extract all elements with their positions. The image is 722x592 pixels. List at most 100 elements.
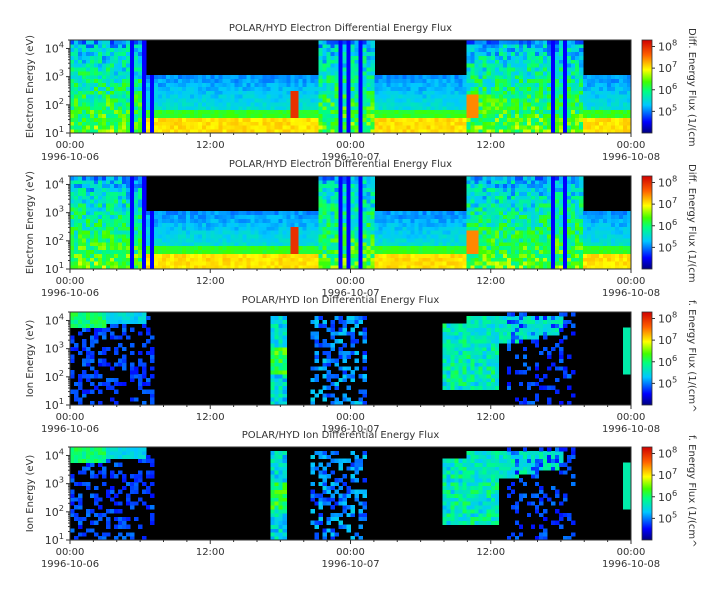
spectrogram-cell xyxy=(438,102,444,107)
spectrogram-cell xyxy=(610,125,616,130)
spectrogram-cell xyxy=(474,245,480,251)
spectrogram-cell xyxy=(274,94,279,99)
spectrogram-cell xyxy=(90,109,95,115)
spectrogram-cell xyxy=(418,210,424,216)
spectrogram-cell xyxy=(150,82,155,87)
spectrogram-cell xyxy=(114,71,119,76)
spectrogram-cell xyxy=(226,121,231,126)
spectrogram-cell xyxy=(426,78,432,84)
spectrogram-cell xyxy=(118,59,123,64)
spectrogram-cell xyxy=(530,234,536,239)
spectrogram-cell xyxy=(578,51,584,56)
spectrogram-cell xyxy=(282,241,287,247)
spectrogram-cell xyxy=(530,245,536,251)
spectrogram-cell xyxy=(238,102,243,107)
spectrogram-cell xyxy=(74,71,79,76)
spectrogram-cell xyxy=(470,207,476,212)
spectrogram-cell xyxy=(470,117,476,122)
spectrogram-cell xyxy=(90,59,95,64)
spectrogram-cell xyxy=(354,203,359,208)
spectrogram-cell xyxy=(490,253,496,258)
spectrogram-cell xyxy=(414,78,420,84)
spectrogram-cell xyxy=(86,40,91,45)
spectrogram-cell xyxy=(442,238,448,243)
spectrogram-cell xyxy=(474,183,480,189)
spectrogram-cell xyxy=(134,241,139,247)
spectrogram-cell xyxy=(470,234,476,239)
spectrogram-cell xyxy=(230,226,235,231)
spectrogram-cell xyxy=(202,218,207,223)
spectrogram-cell xyxy=(314,82,319,87)
spectrogram-cell xyxy=(322,203,327,208)
spectrogram-cell xyxy=(306,230,311,235)
spectrogram-cell xyxy=(342,241,347,247)
spectrogram-cell xyxy=(238,257,243,262)
spectrogram-cell xyxy=(222,249,227,254)
spectrogram-cell xyxy=(534,176,540,181)
spectrogram-cell xyxy=(486,187,492,192)
spectrogram-cell xyxy=(378,238,383,243)
spectrogram-cell xyxy=(522,105,528,111)
spectrogram-cell xyxy=(358,129,363,134)
spectrogram-cell xyxy=(82,117,87,122)
spectrogram-cell xyxy=(494,210,500,216)
spectrogram-cell xyxy=(318,265,323,270)
spectrogram-cell xyxy=(266,214,271,220)
spectrogram-cell xyxy=(514,59,520,64)
spectrogram-cell xyxy=(130,78,135,84)
spectrogram-cell xyxy=(502,121,508,126)
spectrogram-cell xyxy=(382,74,387,80)
spectrogram-cell xyxy=(190,249,195,254)
spectrogram-cell xyxy=(310,214,315,220)
spectrogram-cell xyxy=(442,249,448,254)
spectrogram-cell xyxy=(114,98,119,103)
spectrogram-cell xyxy=(122,47,127,53)
spectrogram-cell xyxy=(338,78,343,84)
spectrogram-cell xyxy=(78,55,83,60)
spectrogram-cell xyxy=(478,43,484,49)
spectrogram-cell xyxy=(414,90,420,95)
spectrogram-cell xyxy=(158,226,163,231)
spectrogram-cell xyxy=(402,98,407,103)
spectrogram-cell xyxy=(354,257,359,262)
spectrogram-cell xyxy=(378,129,383,134)
spectrogram-cell xyxy=(610,102,616,107)
spectrogram-cell xyxy=(70,238,75,243)
spectrogram-cell xyxy=(330,55,335,60)
spectrogram-cell xyxy=(418,253,424,258)
spectrogram-cell xyxy=(314,261,319,266)
spectrogram-cell xyxy=(262,78,267,84)
spectrogram-cell xyxy=(198,98,203,103)
spectrogram-cell xyxy=(90,47,95,53)
spectrogram-cell xyxy=(318,117,323,122)
spectrogram-cell xyxy=(490,94,496,99)
spectrogram-cell xyxy=(130,245,135,251)
spectrogram-cell xyxy=(506,226,512,231)
spectrogram-cell xyxy=(110,40,115,45)
spectrogram-cell xyxy=(522,102,528,107)
spectrogram-cell xyxy=(342,203,347,208)
spectrogram-cell xyxy=(518,90,524,95)
spectrogram-cell xyxy=(510,47,516,53)
spectrogram-cell xyxy=(550,105,556,111)
spectrogram-cell xyxy=(446,82,452,87)
spectrogram-cell xyxy=(402,94,407,99)
spectrogram-cell xyxy=(458,241,464,247)
spectrogram-cell xyxy=(218,98,223,103)
spectrogram-cell xyxy=(330,78,335,84)
spectrogram-cell xyxy=(138,121,143,126)
spectrogram-cell xyxy=(466,67,472,72)
spectrogram-cell xyxy=(398,98,403,103)
spectrogram-cell xyxy=(118,67,123,72)
spectrogram-cell xyxy=(614,125,620,130)
spectrogram-cell xyxy=(502,210,508,216)
spectrogram-cell xyxy=(246,249,251,254)
spectrogram-cell xyxy=(310,78,315,84)
spectrogram-cell xyxy=(338,125,343,130)
spectrogram-cell xyxy=(246,98,251,103)
spectrogram-cell xyxy=(98,226,103,231)
spectrogram-cell xyxy=(246,230,251,235)
spectrogram-cell xyxy=(138,47,143,53)
spectrogram-cell xyxy=(510,265,516,270)
spectrogram-cell xyxy=(470,98,476,103)
